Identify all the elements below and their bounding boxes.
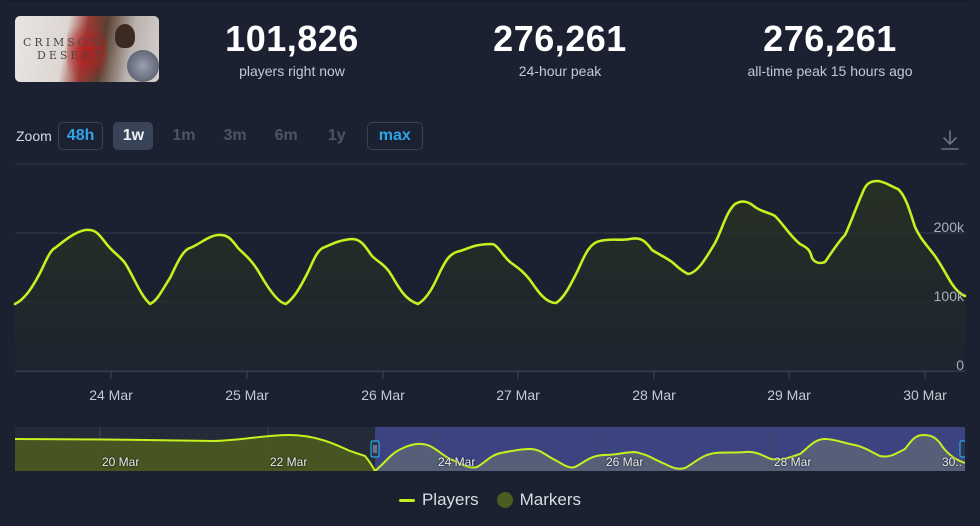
- player-count-chart[interactable]: [0, 155, 980, 415]
- zoom-label: Zoom: [16, 128, 52, 144]
- download-icon[interactable]: [938, 128, 962, 152]
- game-capsule-image: CRIMSON DESERT: [15, 16, 159, 82]
- all-time-peak-label: all-time peak 15 hours ago: [747, 63, 913, 79]
- peak-24h-value: 276,261: [493, 18, 627, 59]
- stat-current-players: 101,826 players right now: [202, 18, 382, 80]
- zoom-selector: Zoom 48h 1w 1m 3m 6m 1y max: [16, 121, 433, 151]
- capsule-warrior-figure: [115, 24, 135, 48]
- capsule-title-line2: DESERT: [37, 49, 103, 62]
- x-axis-label: 29 Mar: [767, 387, 811, 403]
- top-divider: [8, 0, 966, 2]
- capsule-shield: [127, 50, 159, 82]
- zoom-1w-button[interactable]: 1w: [113, 122, 154, 150]
- y-axis-label-100k: 100k: [933, 288, 964, 304]
- x-axis-label: 27 Mar: [496, 387, 540, 403]
- legend-markers-label: Markers: [519, 490, 582, 509]
- x-axis-label: 26 Mar: [361, 387, 405, 403]
- capsule-title-line1: CRIMSON: [23, 36, 103, 49]
- navigator-line: [15, 433, 965, 471]
- players-line: [13, 179, 967, 306]
- x-axis-ticks: [110, 371, 926, 379]
- peak-24h-label: 24-hour peak: [518, 63, 602, 79]
- zoom-1m-button[interactable]: 1m: [172, 127, 196, 144]
- legend-players[interactable]: Players: [398, 490, 479, 510]
- stat-all-time-peak: 276,261 all-time peak 15 hours ago: [720, 18, 940, 80]
- navigator-handle-right[interactable]: [959, 440, 965, 458]
- capsule-blood-splash: [67, 16, 107, 82]
- zoom-1y-button[interactable]: 1y: [327, 127, 346, 144]
- x-axis-label: 28 Mar: [632, 387, 676, 403]
- current-players-label: players right now: [239, 63, 345, 79]
- chart-legend: Players Markers: [0, 490, 980, 510]
- all-time-peak-value: 276,261: [763, 18, 897, 59]
- legend-players-label: Players: [421, 490, 479, 509]
- markers-dot-icon: [496, 492, 513, 508]
- players-line-icon: [398, 498, 415, 502]
- zoom-max-button[interactable]: max: [366, 122, 423, 150]
- x-axis-label: 30 Mar: [903, 387, 947, 403]
- players-area: [15, 181, 965, 371]
- navigator-handle-left[interactable]: [370, 440, 380, 458]
- x-axis-label: 25 Mar: [225, 387, 269, 403]
- y-axis-label-0: 0: [956, 357, 964, 373]
- capsule-title: CRIMSON DESERT: [23, 36, 103, 62]
- legend-markers[interactable]: Markers: [496, 490, 582, 510]
- x-axis-label: 24 Mar: [89, 387, 133, 403]
- zoom-48h-button[interactable]: 48h: [57, 122, 104, 150]
- stat-24h-peak: 276,261 24-hour peak: [470, 18, 650, 80]
- zoom-3m-button[interactable]: 3m: [223, 127, 247, 144]
- current-players-value: 101,826: [225, 18, 359, 59]
- range-navigator[interactable]: [15, 427, 965, 471]
- y-axis-label-200k: 200k: [933, 219, 964, 235]
- zoom-6m-button[interactable]: 6m: [274, 127, 298, 144]
